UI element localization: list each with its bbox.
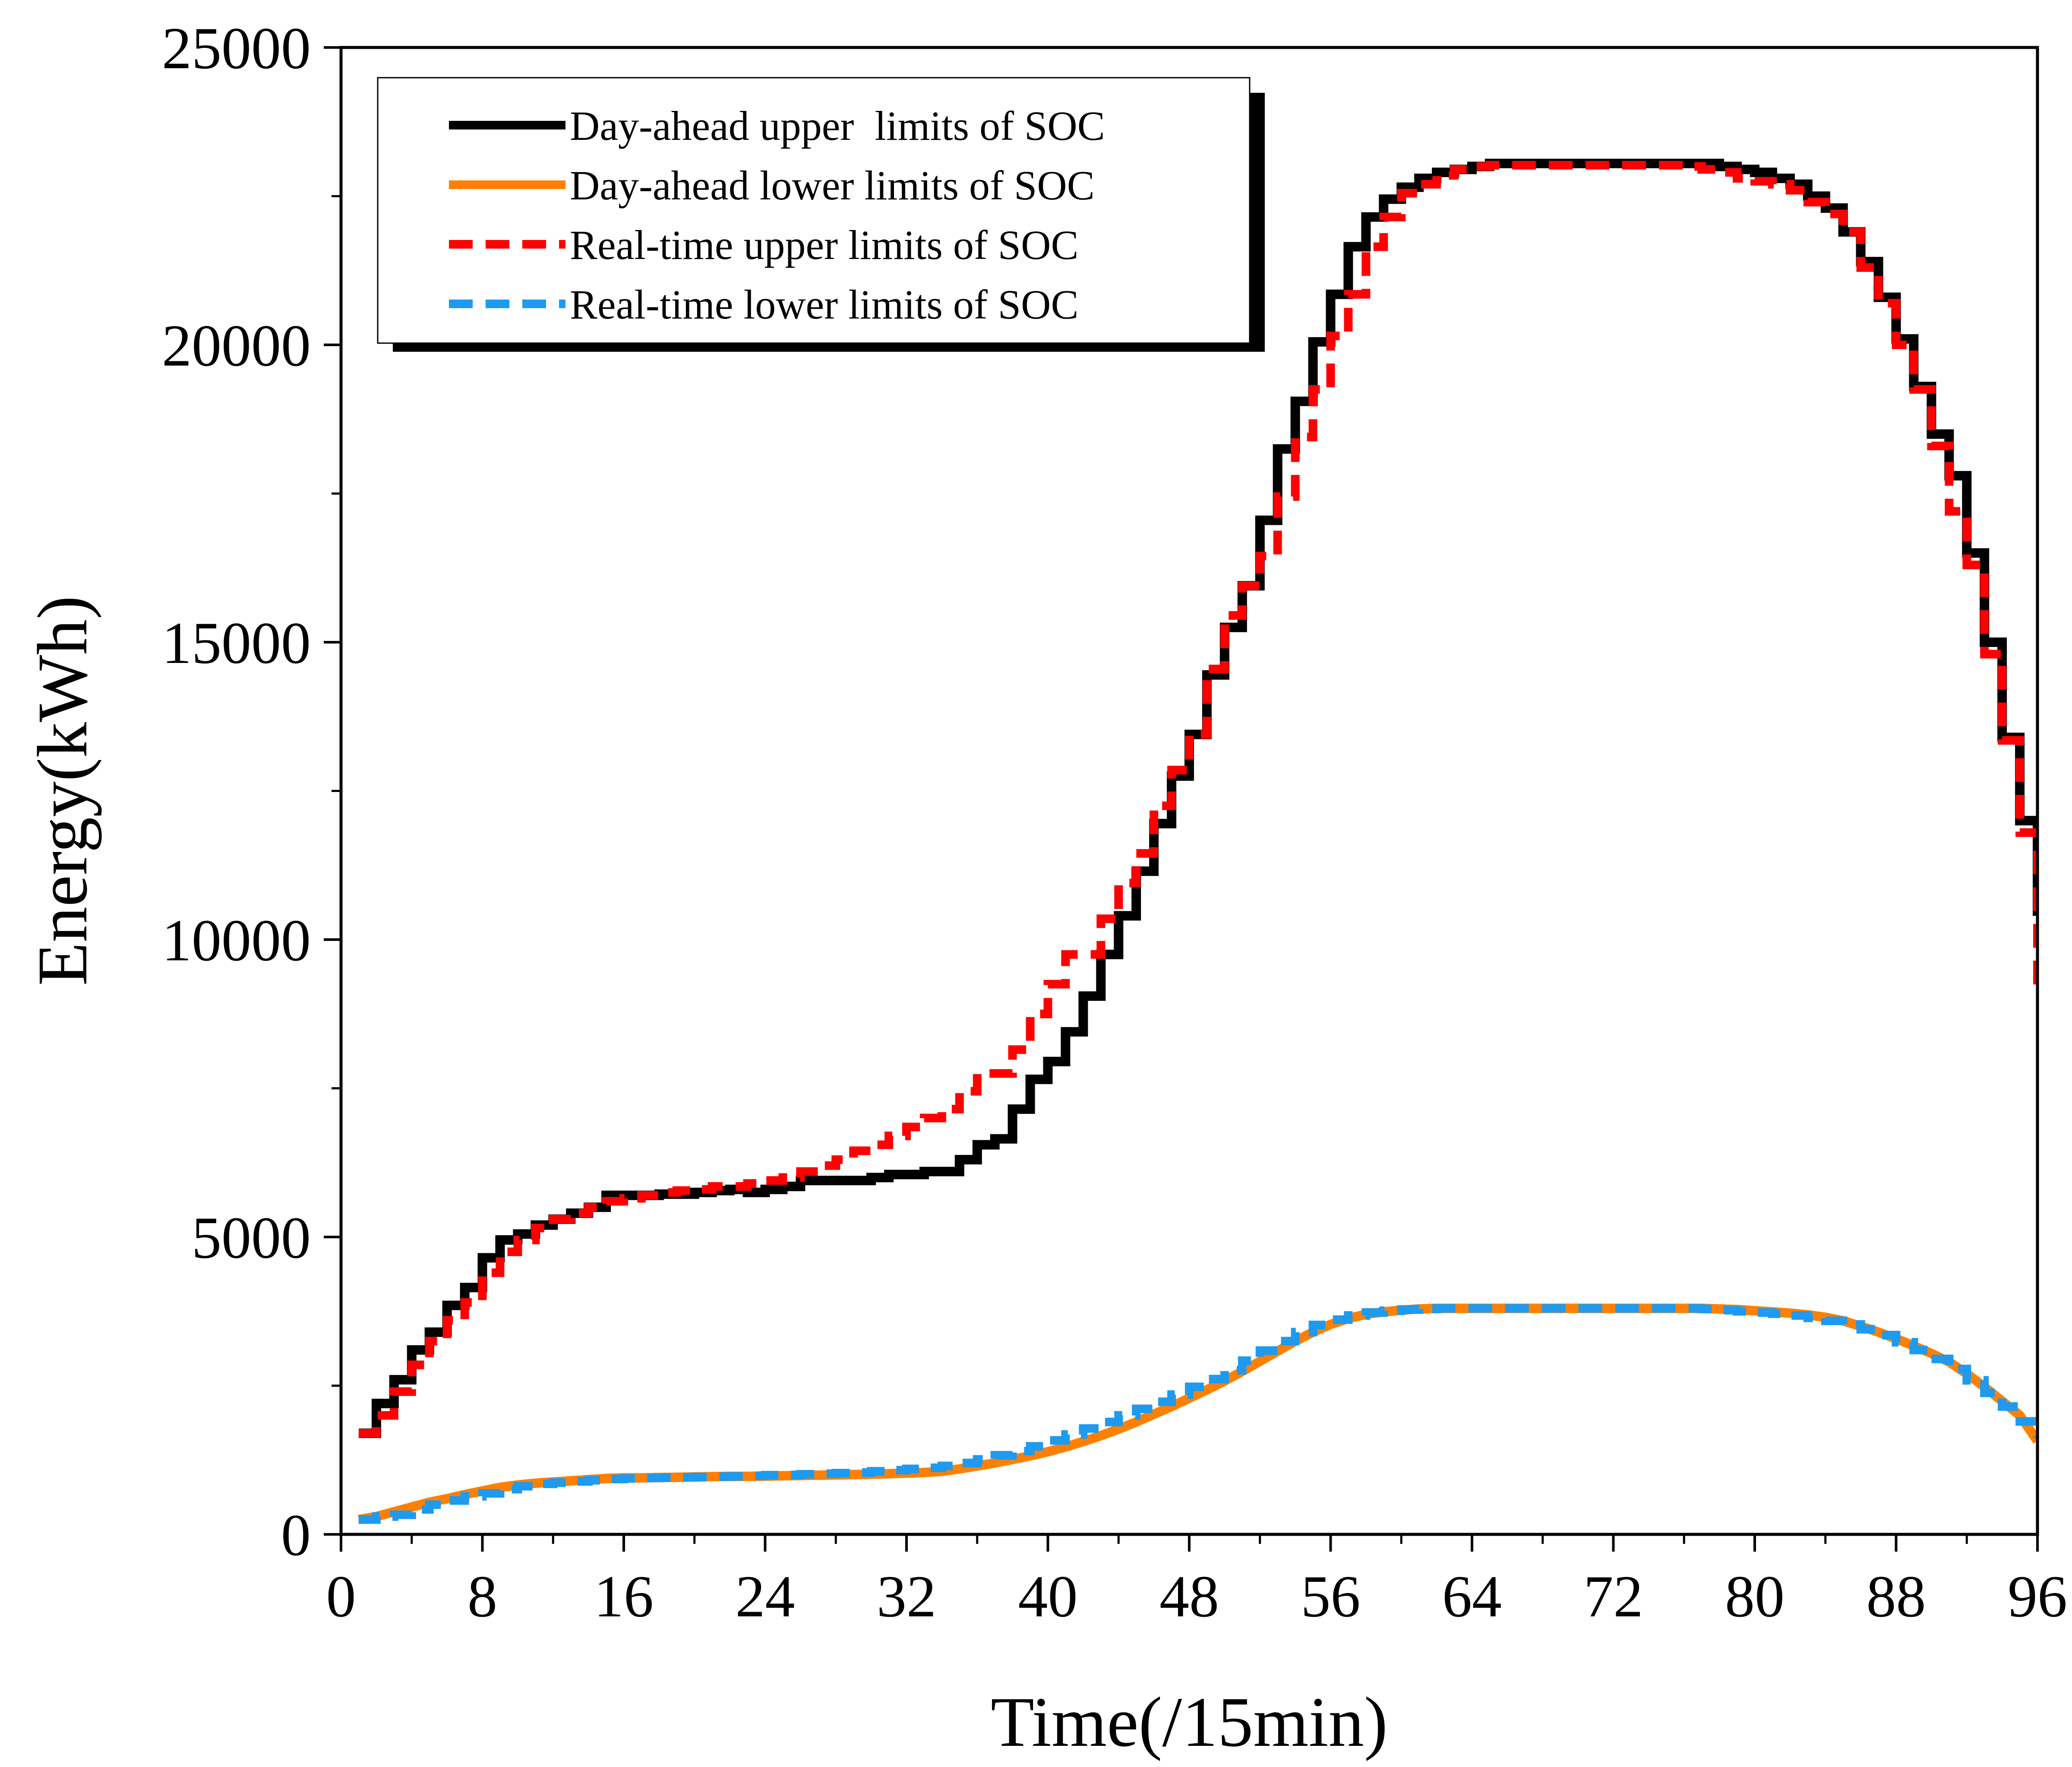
x-tick-label: 16 [594, 1563, 654, 1629]
series-line-1 [358, 1303, 2037, 1524]
y-tick-label: 0 [281, 1502, 311, 1568]
x-tick-label: 40 [1018, 1563, 1078, 1629]
series-line-0 [358, 158, 2037, 1438]
series-line-2 [358, 161, 2037, 1438]
legend-label: Real-time lower limits of SOC [570, 281, 1079, 328]
x-tick-label: 24 [736, 1563, 795, 1629]
x-axis-title: Time(/15min) [991, 1682, 1388, 1761]
y-tick-label: 5000 [192, 1205, 311, 1271]
y-axis-title: Energy(kWh) [23, 596, 102, 986]
x-tick-label: 32 [877, 1563, 936, 1629]
y-tick-label: 20000 [162, 312, 311, 379]
series-line-3 [358, 1304, 2037, 1524]
x-tick-label: 48 [1159, 1563, 1219, 1629]
axis-layer: 0 8 16 24 32 40 48 56 64 72 80 88 96 0 5000 10000 15000 2… [162, 15, 2067, 1629]
legend-label: Real-time upper limits of SOC [570, 222, 1079, 268]
x-tick-label: 96 [2008, 1563, 2067, 1629]
x-tick-label: 88 [1867, 1563, 1926, 1629]
x-tick-label: 72 [1584, 1563, 1643, 1629]
y-tick-label: 15000 [162, 610, 311, 676]
y-tick-label: 25000 [162, 15, 311, 81]
legend-label: Day-ahead upper limits of SOC [570, 103, 1105, 149]
x-tick-label: 56 [1301, 1563, 1361, 1629]
x-tick-label: 80 [1725, 1563, 1785, 1629]
y-tick-label: 10000 [162, 907, 311, 973]
x-tick-label: 8 [467, 1563, 497, 1629]
x-tick-label: 64 [1442, 1563, 1502, 1629]
legend: Day-ahead upper limits of SOC Day-ahead l… [377, 77, 1265, 352]
x-tick-label: 0 [326, 1563, 356, 1629]
legend-label: Day-ahead lower limits of SOC [570, 162, 1095, 208]
series-layer [358, 158, 2037, 1524]
